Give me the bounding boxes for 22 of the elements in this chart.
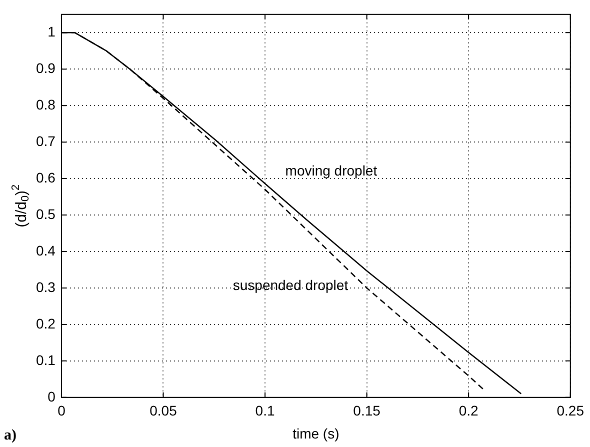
- y-tick-label: 0.3: [36, 278, 56, 295]
- y-tick-label: 0.4: [36, 242, 56, 258]
- y-tick-label: 0.1: [36, 352, 56, 368]
- y-tick-label: 1: [48, 23, 56, 40]
- y-axis-title: (d/d0)2: [10, 184, 32, 228]
- y-tick-label: 0.7: [36, 132, 56, 149]
- y-tick-label: 0.5: [36, 206, 56, 222]
- series-label: suspended droplet: [232, 277, 348, 294]
- x-tick-label: 0.2: [458, 402, 479, 419]
- y-tick-label: 0.8: [36, 96, 56, 112]
- y-tick-label: 0.9: [36, 60, 56, 76]
- x-tick-label: 0.25: [556, 402, 584, 419]
- text: a): [4, 427, 16, 444]
- series-label: moving droplet: [285, 162, 378, 178]
- x-tick-label: 0.05: [150, 402, 178, 419]
- x-axis-title: time (s): [292, 425, 340, 442]
- y-tick-label: 0.2: [36, 315, 56, 332]
- x-tick-label: 0.1: [255, 402, 275, 419]
- x-tick-label: 0: [58, 402, 66, 419]
- x-tick-label: 0.15: [353, 402, 381, 419]
- y-tick-label: 0.6: [36, 169, 56, 186]
- y-tick-label: 0: [48, 388, 56, 404]
